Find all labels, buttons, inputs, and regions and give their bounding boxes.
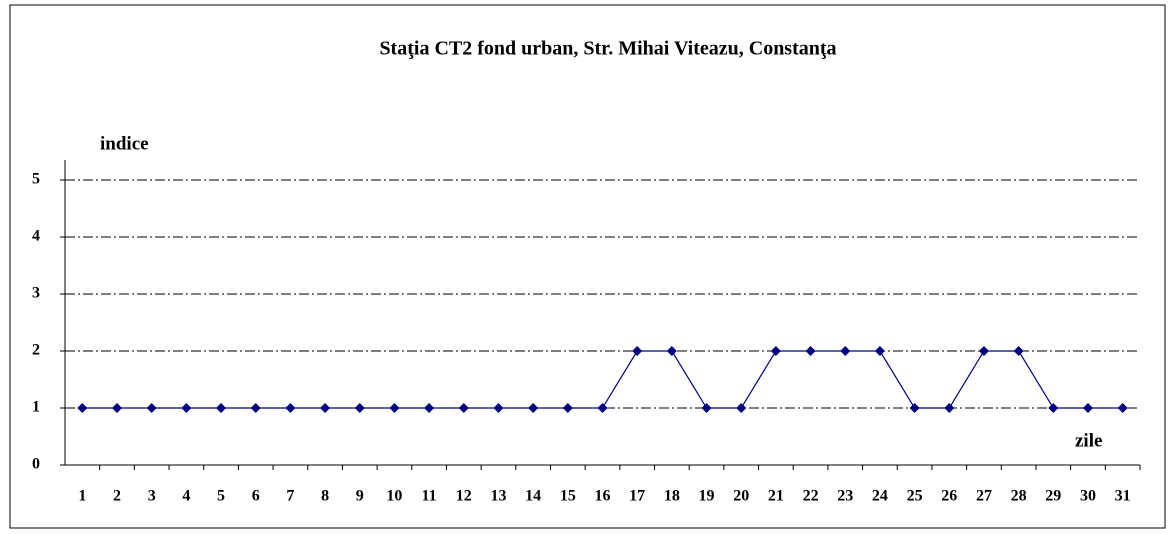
marker <box>354 403 365 413</box>
marker <box>805 346 816 356</box>
x-tick-label: 11 <box>422 488 437 505</box>
y-tick-label: 2 <box>32 342 40 359</box>
marker <box>909 403 920 413</box>
y-tick-label: 3 <box>32 285 40 302</box>
x-tick-label: 21 <box>768 488 784 505</box>
x-tick-label: 20 <box>733 488 749 505</box>
x-tick-label: 3 <box>148 488 156 505</box>
marker <box>701 403 712 413</box>
marker <box>632 346 643 356</box>
y-tick-label: 0 <box>32 456 40 473</box>
marker <box>1013 346 1024 356</box>
marker <box>424 403 435 413</box>
marker <box>493 403 504 413</box>
x-tick-label: 6 <box>252 488 260 505</box>
marker <box>320 403 331 413</box>
marker <box>250 403 261 413</box>
marker <box>1082 403 1093 413</box>
x-tick-label: 4 <box>182 488 190 505</box>
x-tick-label: 28 <box>1011 488 1027 505</box>
marker <box>666 346 677 356</box>
marker <box>389 403 400 413</box>
y-tick-label: 1 <box>32 399 40 416</box>
y-tick-label: 5 <box>32 171 40 188</box>
marker <box>562 403 573 413</box>
x-tick-label: 19 <box>699 488 715 505</box>
x-tick-label: 17 <box>629 488 645 505</box>
x-tick-label: 2 <box>113 488 121 505</box>
marker <box>874 346 885 356</box>
chart-title: Staţia CT2 fond urban, Str. Mihai Viteaz… <box>379 38 836 60</box>
x-tick-label: 13 <box>490 488 506 505</box>
marker <box>1117 403 1128 413</box>
marker <box>285 403 296 413</box>
x-tick-label: 22 <box>803 488 819 505</box>
x-axis-label: zile <box>1075 430 1102 451</box>
marker <box>216 403 227 413</box>
x-tick-label: 23 <box>837 488 853 505</box>
x-tick-label: 27 <box>976 488 992 505</box>
chart-border <box>9 4 1166 529</box>
marker <box>458 403 469 413</box>
marker <box>181 403 192 413</box>
x-tick-label: 5 <box>217 488 225 505</box>
x-tick-label: 15 <box>560 488 576 505</box>
marker <box>736 403 747 413</box>
x-tick-label: 8 <box>321 488 329 505</box>
x-tick-label: 16 <box>595 488 611 505</box>
x-tick-label: 14 <box>525 488 541 505</box>
marker <box>1048 403 1059 413</box>
x-tick-label: 7 <box>286 488 294 505</box>
y-tick-label: 4 <box>32 228 40 245</box>
marker <box>77 403 88 413</box>
y-axis-label: indice <box>100 133 149 154</box>
marker <box>112 403 123 413</box>
marker <box>944 403 955 413</box>
x-tick-label: 24 <box>872 488 888 505</box>
marker <box>146 403 157 413</box>
x-tick-label: 10 <box>386 488 402 505</box>
marker <box>528 403 539 413</box>
x-tick-label: 1 <box>78 488 86 505</box>
x-tick-label: 29 <box>1045 488 1061 505</box>
marker <box>770 346 781 356</box>
x-tick-label: 25 <box>907 488 923 505</box>
x-tick-label: 9 <box>356 488 364 505</box>
marker <box>978 346 989 356</box>
marker <box>840 346 851 356</box>
x-tick-label: 12 <box>456 488 472 505</box>
x-tick-label: 18 <box>664 488 680 505</box>
x-tick-label: 31 <box>1115 488 1131 505</box>
x-tick-label: 30 <box>1080 488 1096 505</box>
marker <box>597 403 608 413</box>
x-tick-label: 26 <box>941 488 957 505</box>
